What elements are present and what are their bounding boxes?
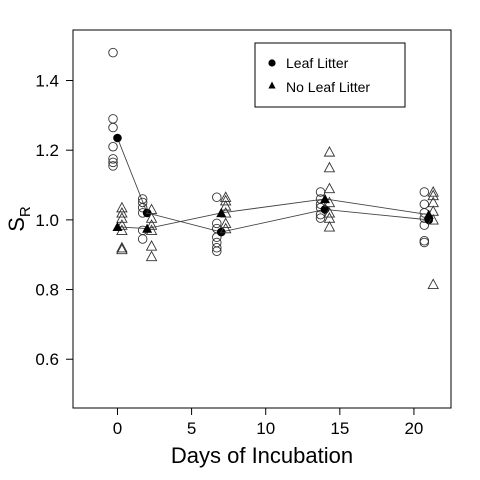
data-point-no-leaf-litter [116, 201, 128, 213]
x-axis: 0 5 10 15 20 [113, 408, 423, 438]
data-point-no-leaf-litter [116, 243, 128, 255]
data-point-no-leaf-litter [323, 220, 336, 232]
x-tick-label: 5 [187, 419, 196, 438]
data-point-leaf-litter [419, 237, 430, 248]
data-point-no-leaf-litter [427, 278, 439, 289]
data-point-no-leaf-litter [219, 194, 232, 206]
data-point-leaf-litter [108, 161, 118, 171]
data-point-no-leaf-litter [145, 219, 158, 230]
mean-point-leaf-litter [113, 133, 122, 143]
data-point-no-leaf-litter [219, 199, 232, 211]
legend-marker-leaf-litter [268, 59, 276, 67]
data-point-no-leaf-litter [145, 250, 158, 262]
data-point-no-leaf-litter [219, 222, 232, 234]
data-point-no-leaf-litter [116, 219, 128, 230]
data-point-leaf-litter [108, 154, 118, 164]
data-point-leaf-litter [419, 220, 430, 230]
y-tick-label: 1.0 [35, 211, 59, 230]
data-point-leaf-litter [108, 141, 118, 152]
data-point-no-leaf-litter [323, 145, 336, 157]
data-point-no-leaf-litter [116, 212, 128, 223]
data-point-no-leaf-litter [145, 212, 158, 223]
series-layer [108, 47, 439, 289]
y-axis-title: SR [4, 206, 34, 232]
data-point-no-leaf-litter [219, 217, 232, 229]
data-point-leaf-litter [315, 209, 326, 220]
legend: Leaf Litter No Leaf Litter [254, 42, 406, 108]
data-point-no-leaf-litter [116, 241, 128, 253]
y-tick-label: 1.4 [35, 72, 59, 91]
data-point-no-leaf-litter [323, 182, 336, 194]
data-point-no-leaf-litter [427, 186, 439, 197]
x-tick-label: 15 [330, 419, 349, 438]
mean-point-no-leaf-litter [216, 207, 227, 218]
y-tick-label: 0.8 [35, 281, 59, 300]
legend-label-leaf-litter: Leaf Litter [286, 55, 349, 71]
legend-marker-no-leaf-litter [268, 81, 276, 89]
legend-label-no-leaf-litter: No Leaf Litter [286, 79, 370, 95]
data-point-leaf-litter [108, 122, 118, 133]
data-point-leaf-litter [108, 157, 118, 168]
data-point-no-leaf-litter [427, 189, 439, 201]
y-tick-label: 0.6 [35, 350, 59, 369]
data-point-leaf-litter [212, 246, 222, 256]
x-tick-label: 20 [404, 419, 423, 438]
data-point-no-leaf-litter [145, 240, 158, 251]
mean-point-no-leaf-litter [142, 223, 153, 233]
data-point-no-leaf-litter [323, 161, 336, 173]
y-axis-title-main: S [4, 217, 29, 232]
data-point-no-leaf-litter [323, 206, 336, 218]
mean-point-no-leaf-litter [320, 193, 330, 204]
data-point-leaf-litter [315, 213, 326, 223]
x-tick-label: 10 [256, 419, 275, 438]
data-point-no-leaf-litter [116, 206, 128, 218]
data-point-leaf-litter [212, 242, 222, 253]
plot-frame [72, 29, 452, 409]
data-point-leaf-litter [137, 234, 148, 244]
data-point-leaf-litter [108, 47, 118, 58]
x-tick-label: 0 [113, 419, 122, 438]
legend-box [254, 42, 406, 108]
y-axis-title-subscript: R [17, 206, 34, 217]
data-point-no-leaf-litter [427, 213, 439, 225]
data-point-leaf-litter [212, 192, 222, 202]
data-point-leaf-litter [212, 218, 222, 229]
series-no-leaf-litter [112, 145, 439, 289]
x-axis-title: Days of Incubation [171, 443, 353, 468]
mean-point-no-leaf-litter [423, 209, 434, 219]
data-point-leaf-litter [212, 232, 222, 243]
mean-point-no-leaf-litter [112, 221, 123, 232]
data-point-leaf-litter [137, 202, 148, 213]
data-point-leaf-litter [419, 187, 430, 197]
data-point-leaf-litter [137, 197, 148, 208]
y-axis: 0.6 0.8 1.0 1.2 1.4 [35, 72, 73, 369]
y-tick-label: 1.2 [35, 141, 59, 160]
